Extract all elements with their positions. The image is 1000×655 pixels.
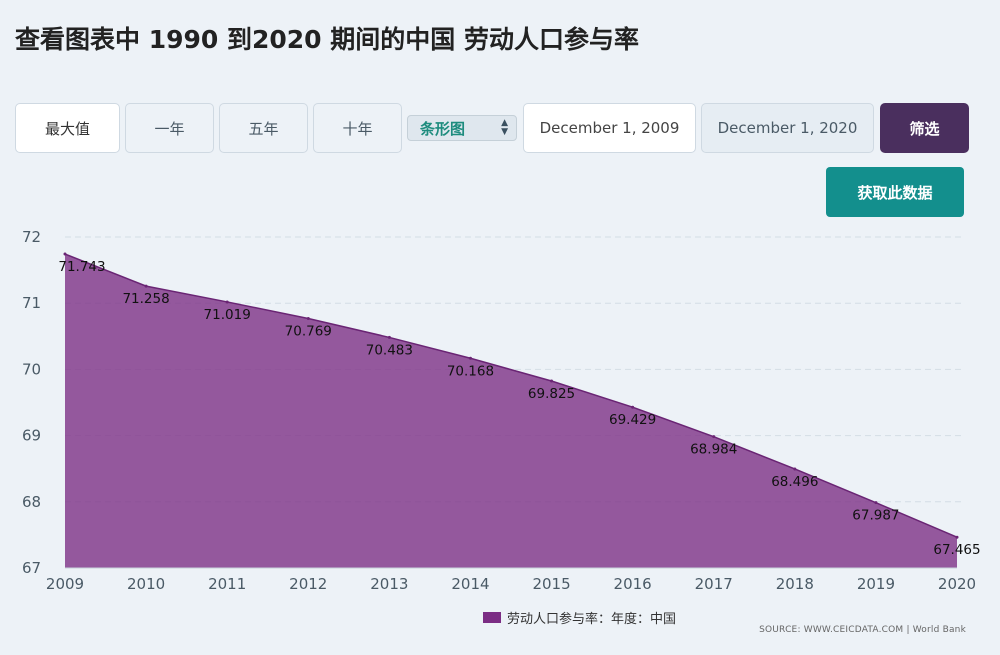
y-tick-label: 69 [22,427,41,445]
data-point [144,284,148,288]
range-5y-button[interactable]: 五年 [219,103,308,153]
data-label: 67.987 [852,508,899,524]
x-tick-label: 2015 [532,575,570,593]
y-tick-label: 67 [22,559,41,577]
x-tick-label: 2019 [857,575,895,593]
data-point [306,316,310,320]
data-label: 70.769 [285,323,332,339]
data-point [793,467,797,471]
data-label: 70.168 [447,363,494,379]
end-date-input[interactable]: December 1, 2020 [701,103,874,153]
x-tick-label: 2013 [370,575,408,593]
series-line [64,253,958,538]
data-label: 68.496 [771,474,818,490]
data-point [631,405,635,409]
legend-swatch [483,612,501,623]
data-point [712,435,716,439]
y-tick-label: 70 [22,360,41,378]
data-label: 69.429 [609,412,656,428]
data-point [955,535,959,539]
y-tick-label: 68 [22,493,41,511]
range-10y-button[interactable]: 十年 [313,103,402,153]
data-point [550,379,554,383]
x-tick-label: 2009 [46,575,84,593]
x-tick-label: 2020 [938,575,976,593]
x-tick-label: 2012 [289,575,327,593]
data-point [225,300,229,304]
x-tick-label: 2010 [127,575,165,593]
select-arrows-icon: ▲ ▼ [501,118,508,137]
data-label: 67.465 [933,542,980,558]
x-tick-label: 2017 [695,575,733,593]
data-label: 71.019 [204,307,251,323]
chart-legend[interactable]: 劳动人口参与率：年度：中国 [483,608,676,627]
y-tick-label: 71 [22,294,41,312]
range-1y-button[interactable]: 一年 [125,103,214,153]
data-point [387,335,391,339]
chart-type-value: 条形图 [420,119,466,138]
x-tick-label: 2014 [451,575,489,593]
area-series [65,254,957,568]
x-tick-label: 2011 [208,575,246,593]
data-label: 71.743 [58,259,105,275]
get-data-button[interactable]: 获取此数据 [826,167,964,217]
data-point [468,356,472,360]
legend-label: 劳动人口参与率：年度：中国 [507,612,677,627]
y-tick-label: 72 [22,228,41,246]
filter-button[interactable]: 筛选 [880,103,969,153]
data-label: 69.825 [528,386,575,402]
data-point [63,252,67,256]
x-tick-label: 2018 [776,575,814,593]
range-max-button[interactable]: 最大值 [15,103,120,153]
chart-type-select[interactable]: 条形图 ▲ ▼ [407,115,517,141]
data-label: 68.984 [690,442,737,458]
data-point [874,501,878,505]
page-title: 查看图表中 1990 到2020 期间的中国 劳动人口参与率 [15,25,639,54]
start-date-input[interactable]: December 1, 2009 [523,103,696,153]
data-label: 70.483 [366,342,413,358]
x-tick-label: 2016 [614,575,652,593]
source-note: SOURCE: WWW.CEICDATA.COM | World Bank [759,625,966,635]
data-label: 71.258 [122,291,169,307]
